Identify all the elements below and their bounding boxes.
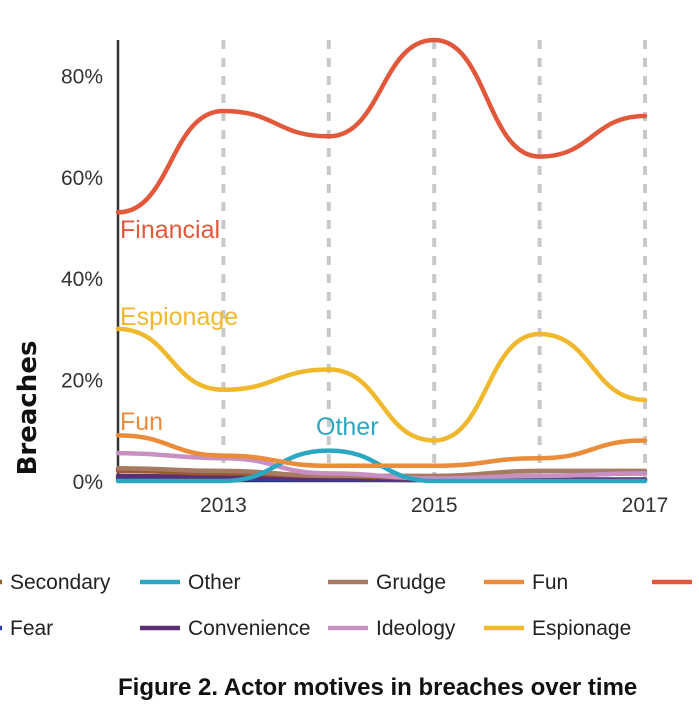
legend-label-secondary: Secondary xyxy=(10,571,111,594)
series-line-espionage xyxy=(115,326,648,443)
series-labels: Financial Espionage Fun Other xyxy=(120,216,379,441)
x-tick-label: 2017 xyxy=(622,494,669,517)
legend-label-grudge: Grudge xyxy=(376,571,446,594)
y-tick-label: 0% xyxy=(73,471,103,494)
grid xyxy=(221,40,647,481)
series-label-espionage: Espionage xyxy=(120,303,238,331)
legend-label-ideology: Ideology xyxy=(376,617,456,640)
y-axis-label: Breaches xyxy=(13,341,43,476)
x-tick-label: 2015 xyxy=(411,494,458,517)
legend-label-espionage: Espionage xyxy=(532,617,631,640)
x-tick-label: 2013 xyxy=(200,494,247,517)
y-tick-label: 20% xyxy=(61,370,103,393)
series-line-fun xyxy=(115,433,648,469)
legend-label-fear: Fear xyxy=(10,617,53,640)
series-label-financial: Financial xyxy=(120,216,220,244)
axes xyxy=(116,40,645,483)
legend-label-convenience: Convenience xyxy=(188,617,311,640)
series-line-ideology xyxy=(115,450,648,481)
series-line-financial xyxy=(115,37,648,215)
series-label-other: Other xyxy=(316,413,379,441)
y-tick-label: 40% xyxy=(61,268,103,291)
y-tick-label: 80% xyxy=(61,65,103,88)
legend-label-fun: Fun xyxy=(532,571,568,594)
series-lines xyxy=(115,37,648,484)
legend: SecondaryOtherGrudgeFunFinancialFearConv… xyxy=(0,571,692,640)
figure-caption: Figure 2. Actor motives in breaches over… xyxy=(118,674,638,701)
tick-labels: 0% 20% 40% 60% 80% 2013 2015 2017 Breaches xyxy=(13,65,668,517)
legend-label-other: Other xyxy=(188,571,241,594)
y-tick-label: 60% xyxy=(61,167,103,190)
series-label-fun: Fun xyxy=(120,408,163,436)
